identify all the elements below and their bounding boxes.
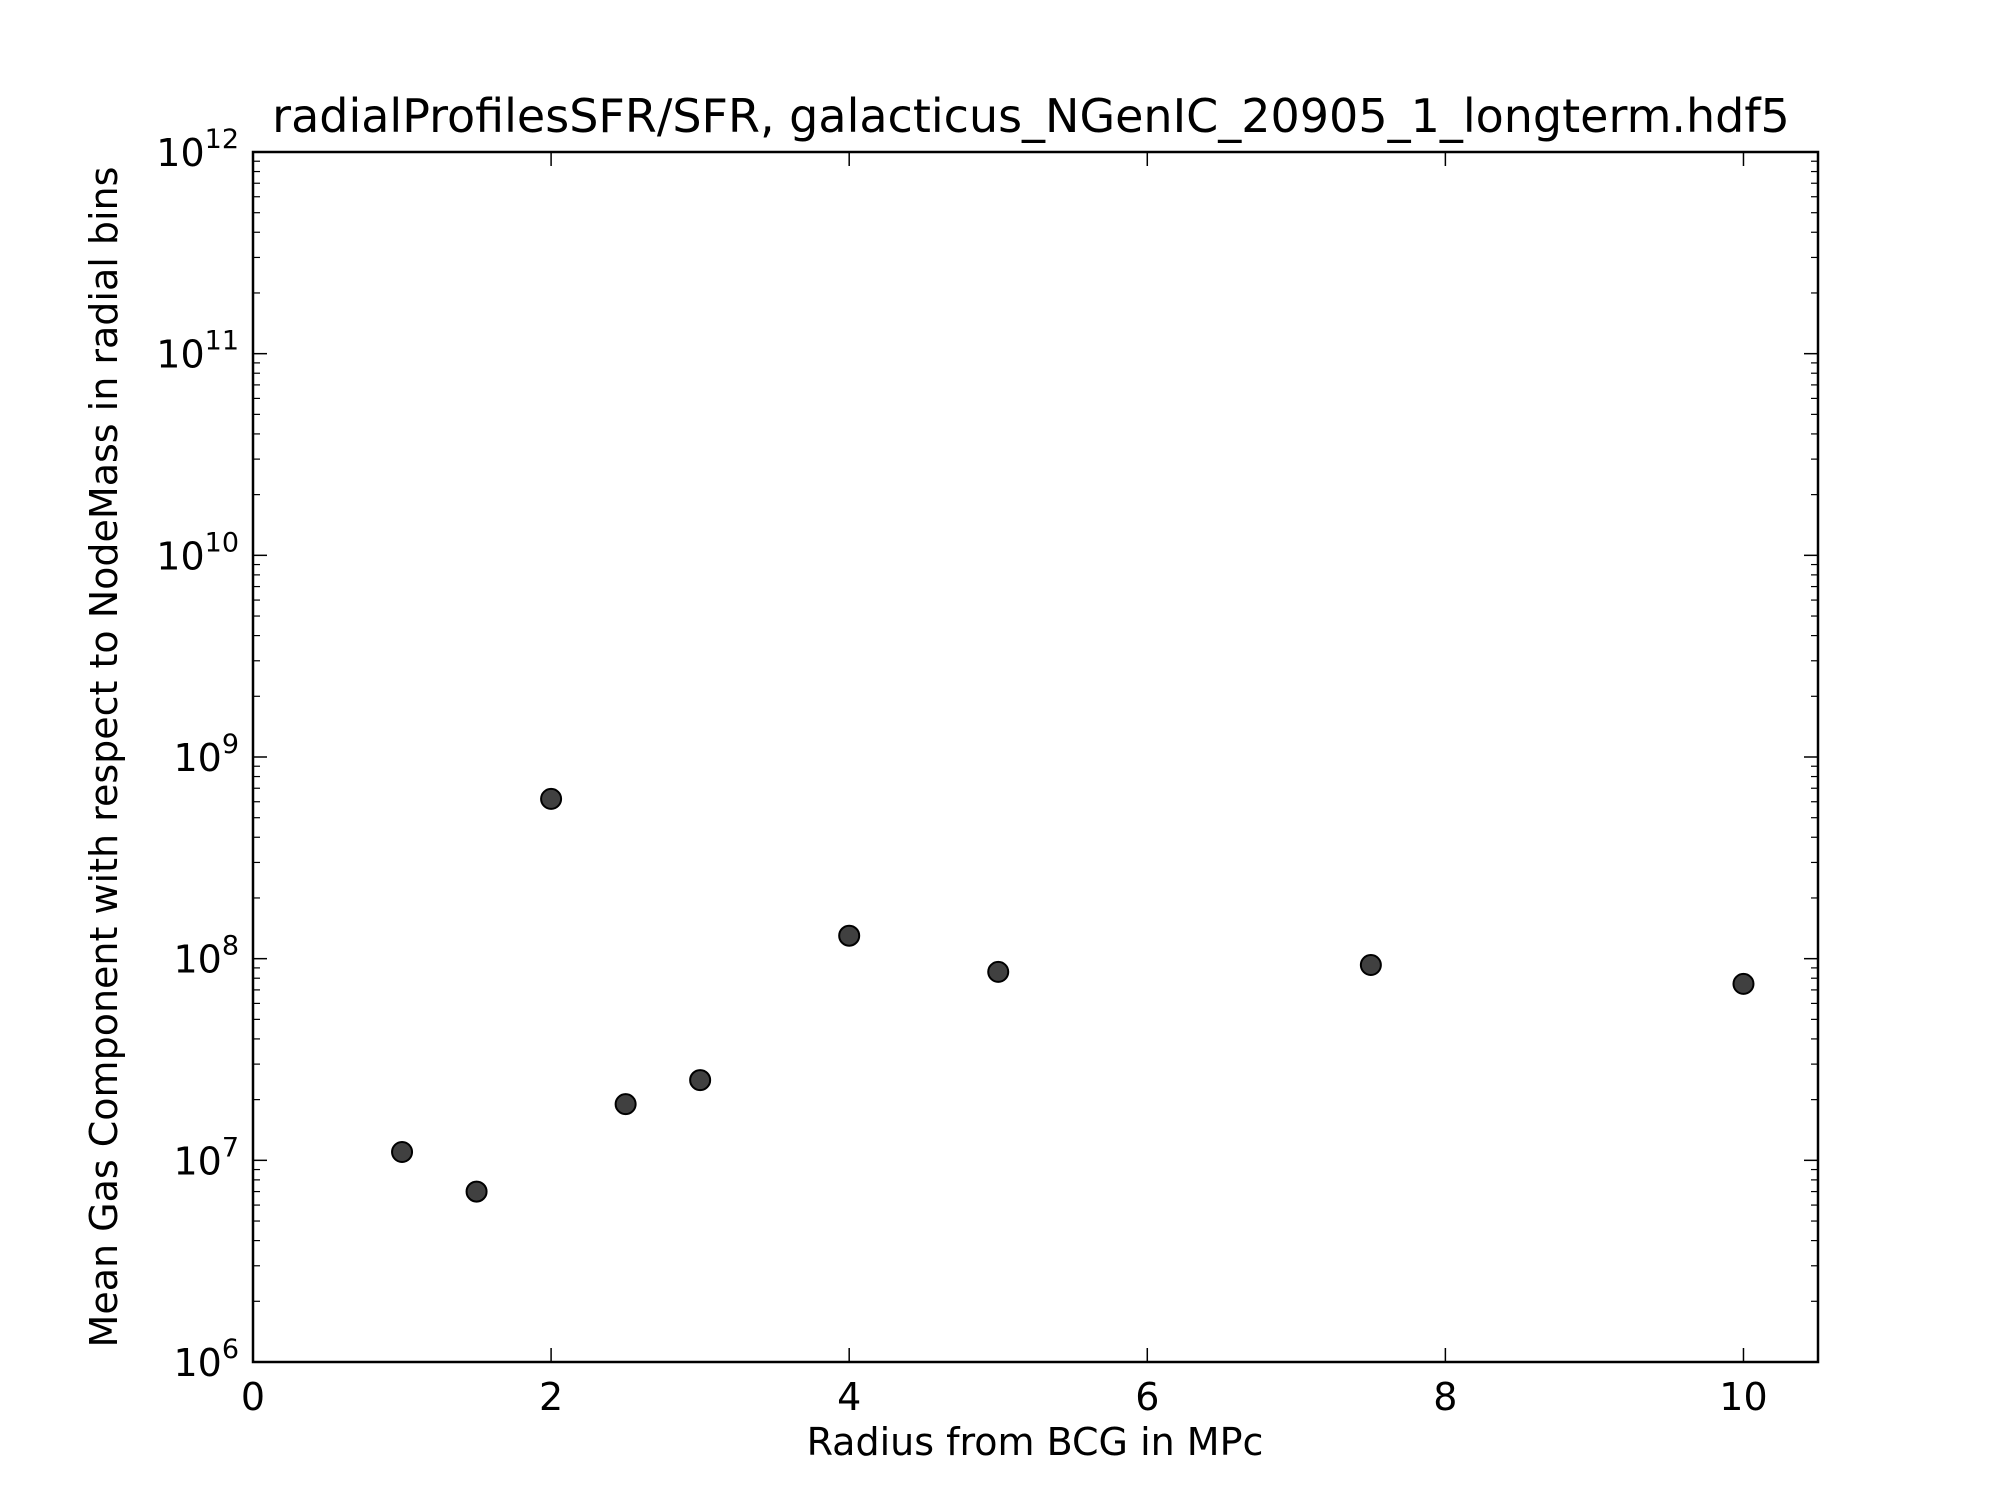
axis-ticks: [252, 151, 1818, 1363]
y-tick-label: 1010: [156, 527, 239, 578]
y-tick-label: 107: [173, 1132, 239, 1183]
x-tick-label: 10: [1719, 1375, 1767, 1419]
chart-title: radialProfilesSFR/SFR, galacticus_NGenIC…: [272, 89, 1790, 143]
data-points: [391, 787, 1755, 1203]
x-tick-label: 0: [241, 1375, 265, 1419]
y-tick-label: 1011: [156, 326, 239, 377]
data-point: [391, 1140, 414, 1163]
y-tick-labels: 106 107 108 109 1010 1011 1012: [156, 124, 239, 1385]
data-point: [689, 1069, 712, 1092]
x-tick-label: 6: [1135, 1375, 1159, 1419]
data-point: [1359, 954, 1382, 977]
plot-area: [251, 150, 1820, 1364]
y-tick-label: 109: [173, 729, 239, 780]
data-point: [614, 1093, 637, 1116]
y-tick-label: 106: [173, 1334, 239, 1385]
x-axis-label: Radius from BCG in MPc: [807, 1420, 1264, 1464]
x-tick-label: 8: [1433, 1375, 1457, 1419]
plot-border: [251, 150, 1820, 1364]
data-point: [838, 924, 861, 947]
x-tick-label: 4: [837, 1375, 861, 1419]
x-tick-label: 2: [539, 1375, 563, 1419]
data-point: [987, 960, 1010, 983]
y-tick-label: 1012: [156, 124, 239, 175]
y-axis-label: Mean Gas Component with respect to NodeM…: [82, 167, 126, 1348]
x-tick-labels: 0 2 4 6 8 10: [241, 1375, 1768, 1419]
y-tick-label: 108: [173, 931, 239, 982]
data-point: [1732, 972, 1755, 995]
data-point: [540, 787, 563, 810]
data-point: [465, 1180, 488, 1203]
